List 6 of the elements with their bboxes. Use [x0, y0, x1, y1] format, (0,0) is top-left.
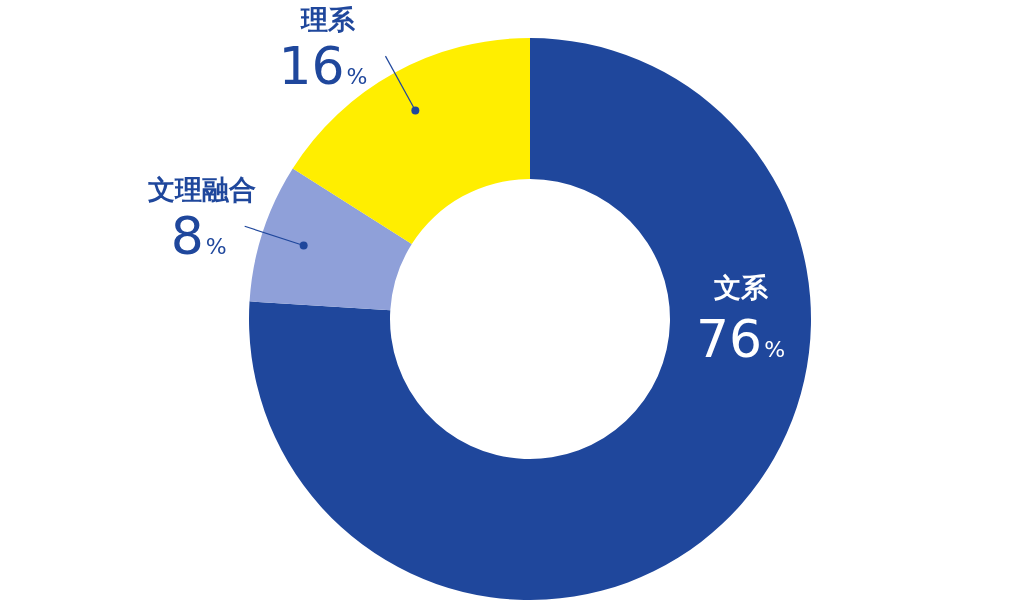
data-label: 76% — [695, 309, 786, 369]
data-label: 8% — [170, 206, 227, 267]
data-label: 16% — [278, 36, 368, 97]
slice-label: 文理融合 — [148, 174, 257, 206]
slice-label: 理系 — [300, 4, 357, 36]
slice-label: 文系 — [713, 272, 769, 303]
